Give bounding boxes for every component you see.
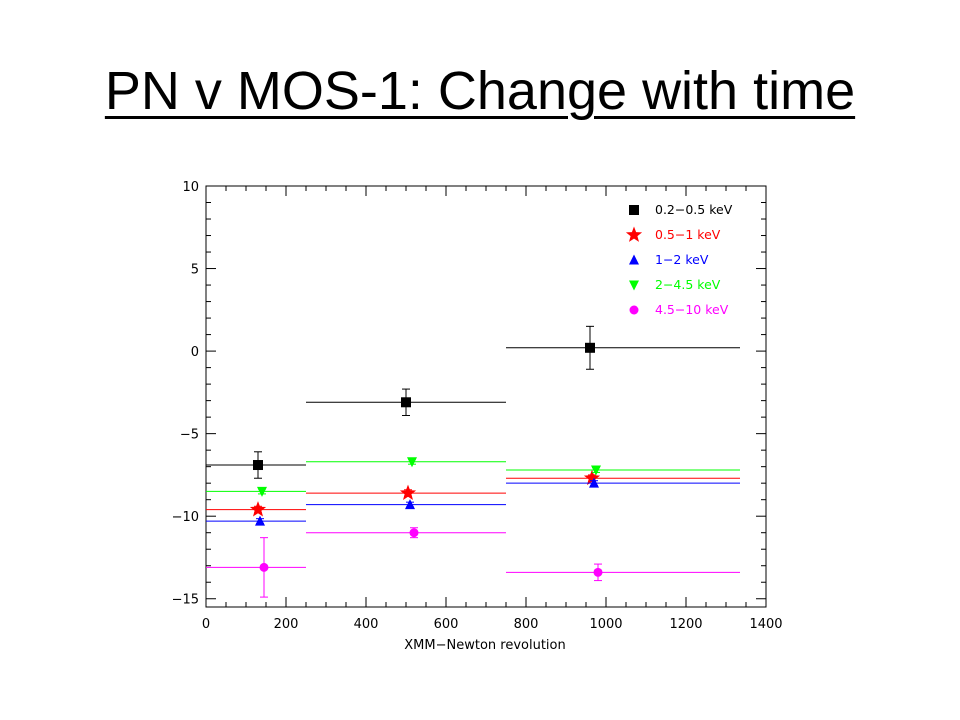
x-tick-label: 400	[354, 617, 379, 632]
data-point	[585, 342, 595, 353]
legend-label: 0.2−0.5 keV	[655, 202, 733, 217]
legend-label: 4.5−10 keV	[655, 302, 729, 317]
data-point	[399, 484, 417, 500]
x-tick-label: 1200	[669, 617, 702, 632]
data-point	[589, 477, 599, 488]
data-point	[405, 499, 415, 510]
legend-marker	[629, 305, 639, 315]
data-point	[255, 515, 265, 526]
legend: 0.2−0.5 keV 0.5−1 keV 1−2 keV 2−4.5 keV 4.5−…	[625, 202, 733, 317]
series-1	[206, 325, 740, 479]
data-marks	[206, 325, 740, 598]
axes: 0 200 400 600 800 1000 1200 1400 10 5 0 −5 −10 −15	[172, 180, 783, 632]
data-point	[249, 501, 267, 517]
plot-frame	[205, 185, 767, 608]
series-3	[206, 477, 740, 526]
legend-label: 0.5−1 keV	[655, 227, 721, 242]
series-4	[206, 457, 740, 497]
x-tick-label: 1000	[589, 617, 622, 632]
x-axis-title: XMM−Newton revolution	[404, 638, 565, 653]
x-tick-label: 600	[434, 617, 459, 632]
series-2	[206, 469, 740, 517]
data-point	[583, 469, 601, 486]
legend-marker	[629, 280, 639, 291]
x-tick-label: 200	[274, 617, 299, 632]
legend-marker	[629, 205, 639, 215]
slide-title: PN v MOS-1: Change with time	[104, 61, 856, 121]
data-point	[593, 567, 603, 577]
y-tick-label: 10	[182, 180, 199, 195]
y-tick-label: 5	[191, 263, 199, 278]
data-point	[407, 457, 417, 468]
x-tick-label: 1400	[749, 617, 782, 632]
legend-marker	[625, 226, 643, 242]
data-point	[259, 562, 269, 572]
legend-label: 1−2 keV	[655, 252, 709, 267]
series-5	[206, 527, 740, 598]
y-tick-label: 0	[191, 345, 199, 360]
x-tick-label: 0	[202, 617, 210, 632]
data-point	[409, 528, 419, 538]
y-tick-label: −15	[172, 593, 199, 608]
legend-label: 2−4.5 keV	[655, 277, 721, 292]
y-tick-label: −5	[180, 428, 199, 443]
data-point	[401, 397, 411, 408]
data-point	[591, 465, 601, 476]
data-point	[253, 460, 263, 471]
x-tick-label: 800	[514, 617, 539, 632]
legend-marker	[629, 254, 639, 265]
y-tick-label: −10	[172, 510, 199, 525]
data-point	[257, 486, 267, 497]
